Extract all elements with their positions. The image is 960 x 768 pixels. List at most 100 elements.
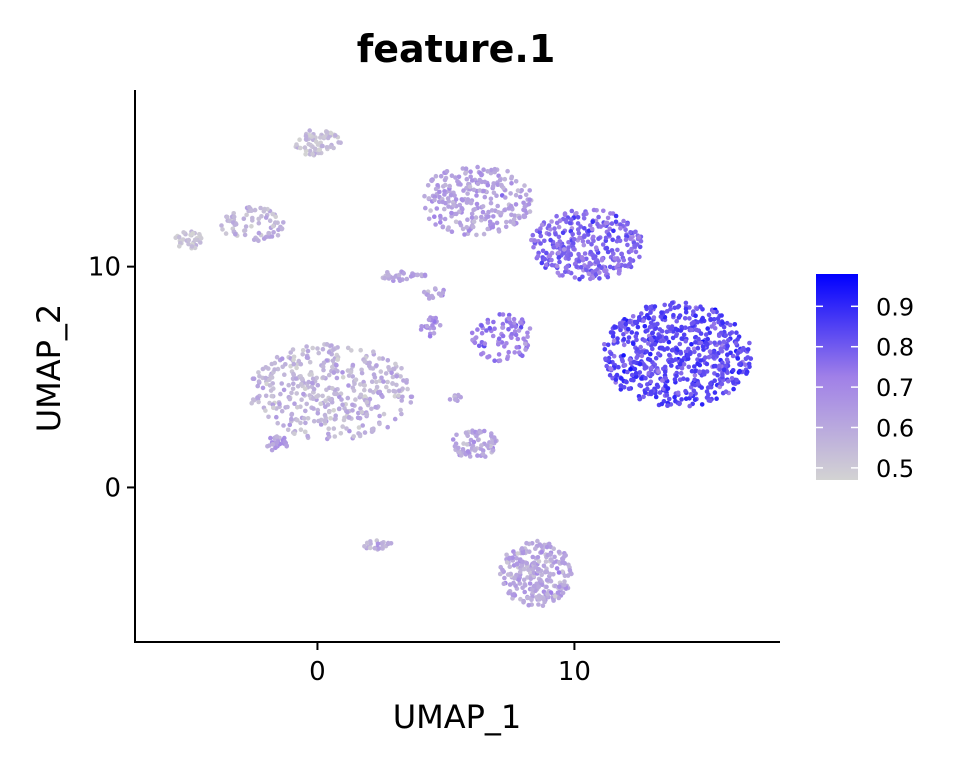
data-point	[562, 579, 567, 584]
data-point	[621, 218, 626, 224]
data-point	[704, 389, 710, 394]
data-point	[509, 174, 515, 180]
data-point	[316, 350, 322, 356]
data-point	[641, 318, 646, 324]
data-point	[523, 341, 528, 347]
data-point	[524, 560, 530, 566]
data-point	[597, 270, 602, 275]
data-point	[467, 184, 473, 189]
data-point	[353, 377, 359, 383]
y-axis-title: UMAP_2	[30, 304, 68, 433]
data-point	[504, 560, 510, 565]
data-point	[400, 394, 405, 400]
data-point	[690, 381, 695, 387]
data-point	[696, 336, 701, 342]
data-point	[381, 379, 386, 384]
data-point	[746, 361, 752, 367]
data-point	[432, 197, 437, 203]
data-point	[279, 356, 285, 362]
data-point	[672, 394, 677, 400]
data-point	[718, 348, 724, 354]
data-point	[518, 194, 523, 200]
data-point	[521, 336, 526, 342]
data-point	[401, 271, 407, 276]
data-point	[443, 182, 448, 188]
data-point	[641, 394, 646, 400]
data-point	[539, 222, 545, 228]
data-point	[383, 371, 389, 376]
data-point	[345, 409, 350, 415]
data-point	[252, 207, 258, 213]
data-point	[275, 420, 281, 426]
data-point	[480, 204, 486, 209]
data-point	[608, 211, 613, 216]
data-point	[263, 215, 269, 220]
data-point	[694, 306, 700, 312]
data-point	[646, 315, 652, 321]
data-point	[536, 559, 542, 564]
data-point	[489, 167, 494, 173]
data-point	[496, 341, 501, 346]
data-point	[611, 228, 616, 234]
data-point	[190, 231, 195, 236]
data-point	[501, 581, 507, 586]
data-point	[735, 356, 741, 361]
data-point	[659, 401, 665, 407]
data-point	[306, 379, 312, 385]
data-point	[423, 205, 428, 211]
data-point	[293, 376, 299, 381]
data-point	[379, 375, 384, 381]
data-point	[479, 330, 485, 336]
data-point	[711, 355, 716, 360]
data-point	[656, 369, 661, 375]
data-point	[544, 584, 549, 590]
data-point	[605, 249, 611, 255]
data-point	[582, 234, 587, 239]
data-point	[719, 313, 724, 318]
data-point	[399, 398, 405, 403]
data-point	[322, 412, 328, 418]
data-point	[633, 374, 639, 380]
data-point	[687, 403, 692, 409]
data-point	[542, 599, 547, 605]
data-point	[396, 393, 401, 398]
data-point	[350, 362, 356, 368]
data-point	[683, 338, 688, 344]
data-point	[521, 577, 527, 583]
data-point	[364, 412, 370, 417]
data-point	[399, 411, 404, 417]
data-point	[603, 356, 608, 362]
data-point	[533, 546, 538, 551]
data-point	[618, 222, 623, 227]
data-point	[310, 345, 316, 351]
data-point	[298, 361, 304, 367]
data-point	[418, 327, 424, 332]
data-point	[695, 381, 701, 386]
data-point	[444, 169, 450, 174]
data-point	[626, 326, 631, 332]
data-point	[303, 133, 309, 139]
data-point	[699, 402, 705, 407]
data-point	[321, 375, 326, 380]
data-point	[566, 245, 571, 250]
data-point	[607, 372, 613, 378]
data-point	[642, 363, 647, 368]
data-point	[616, 262, 621, 268]
data-point	[312, 146, 318, 152]
data-point	[500, 312, 506, 317]
data-point	[560, 230, 566, 236]
data-point	[504, 552, 509, 558]
data-point	[197, 232, 202, 237]
data-point	[250, 218, 255, 223]
data-point	[734, 377, 739, 383]
data-point	[268, 435, 273, 441]
data-point	[471, 219, 477, 224]
data-point	[316, 147, 322, 153]
data-point	[480, 448, 486, 453]
data-point	[326, 426, 332, 432]
data-point	[266, 414, 271, 420]
data-point	[462, 232, 467, 237]
data-point	[469, 330, 475, 336]
data-point	[332, 434, 338, 439]
data-point	[708, 381, 713, 386]
